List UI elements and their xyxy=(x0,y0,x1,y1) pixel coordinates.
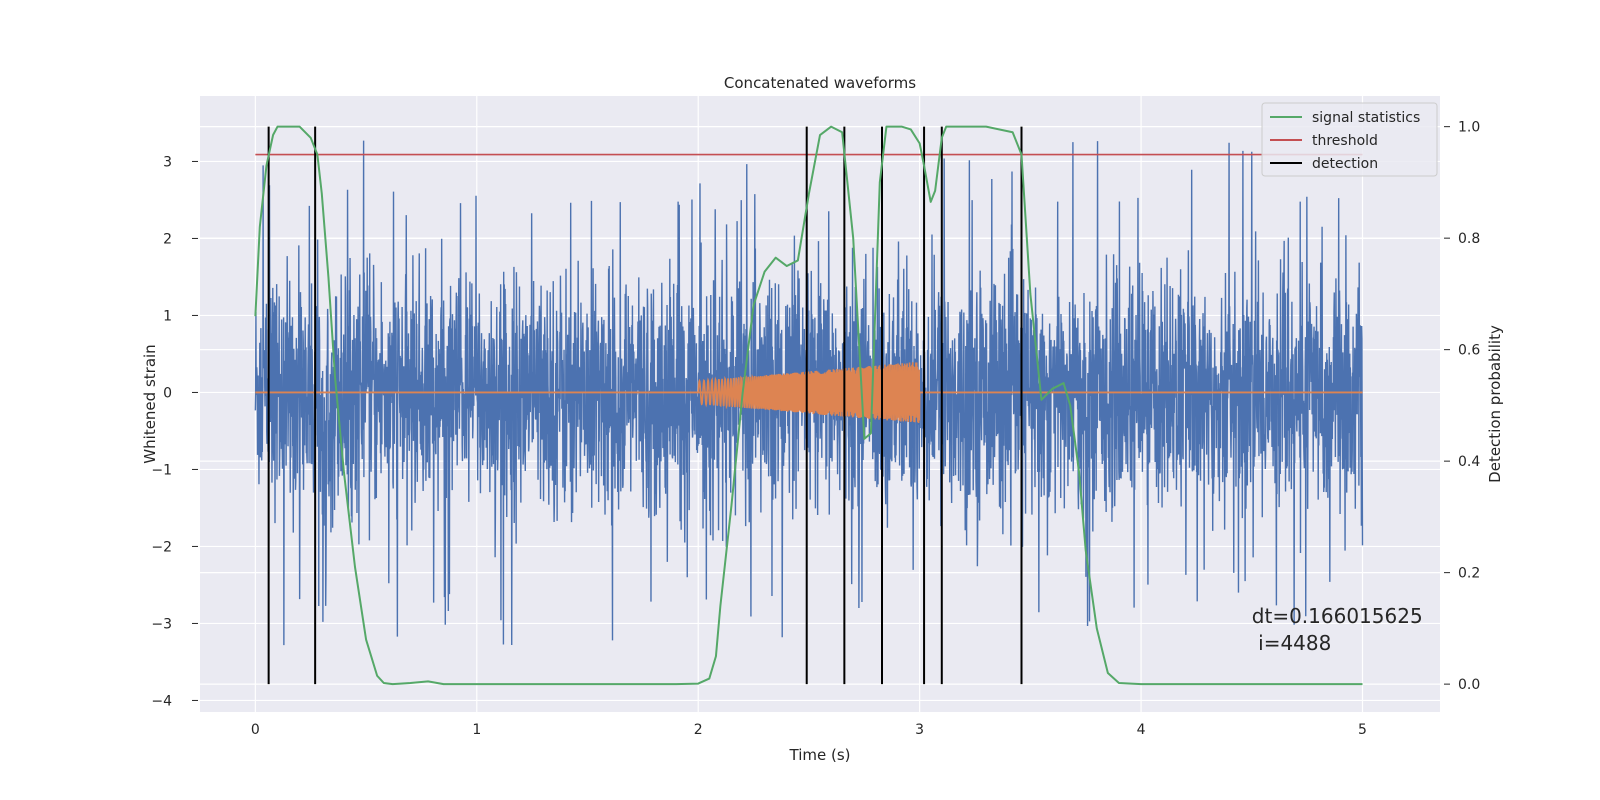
legend-label-detection: detection xyxy=(1312,156,1378,172)
y-left-tick-label: 0 xyxy=(163,385,172,401)
y-axis-right-label: Detection probability xyxy=(1486,325,1504,483)
y-left-tick-label: 1 xyxy=(163,308,172,324)
legend-label-signal-statistics: signal statistics xyxy=(1312,110,1420,126)
axis-ticks: 0 1 2 3 4 5 −4 −3 −2 −1 0 1 2 3 0.0 0.2 0.4 0.6 0.8 1.0 xyxy=(151,120,1480,738)
legend: signal statistics threshold detection xyxy=(1261,102,1438,177)
y-axis-left-label: Whitened strain xyxy=(141,344,159,463)
chart-title: Concatenated waveforms xyxy=(724,74,916,92)
y-right-tick-label: 1.0 xyxy=(1458,120,1480,136)
legend-label-threshold: threshold xyxy=(1312,133,1378,149)
y-left-tick-label: 2 xyxy=(163,231,172,247)
x-tick-label: 5 xyxy=(1358,722,1367,738)
annotation-dt: dt=0.166015625 xyxy=(1252,604,1423,628)
series-signal-statistics xyxy=(254,125,1363,686)
x-tick-label: 0 xyxy=(251,722,260,738)
legend-box xyxy=(1261,102,1438,177)
y-right-tick-label: 0.4 xyxy=(1458,454,1480,470)
y-right-tick-label: 0.2 xyxy=(1458,566,1480,582)
y-left-tick-label: −2 xyxy=(151,539,172,555)
y-right-tick-label: 0.0 xyxy=(1458,677,1480,693)
x-tick-label: 1 xyxy=(472,722,481,738)
y-right-tick-label: 0.8 xyxy=(1458,231,1480,247)
annotation-index: i=4488 xyxy=(1252,631,1332,655)
series-detection xyxy=(267,126,1023,685)
y-right-tick-label: 0.6 xyxy=(1458,343,1480,359)
y-left-tick-label: −3 xyxy=(151,616,172,632)
signal-statistics-line xyxy=(254,125,1363,686)
y-left-tick-label: 3 xyxy=(163,154,172,170)
x-tick-label: 4 xyxy=(1137,722,1146,738)
y-left-tick-label: −1 xyxy=(151,462,172,478)
y-left-tick-label: −4 xyxy=(151,693,172,709)
x-tick-label: 2 xyxy=(694,722,703,738)
x-axis-label: Time (s) xyxy=(789,746,851,764)
x-tick-label: 3 xyxy=(915,722,924,738)
